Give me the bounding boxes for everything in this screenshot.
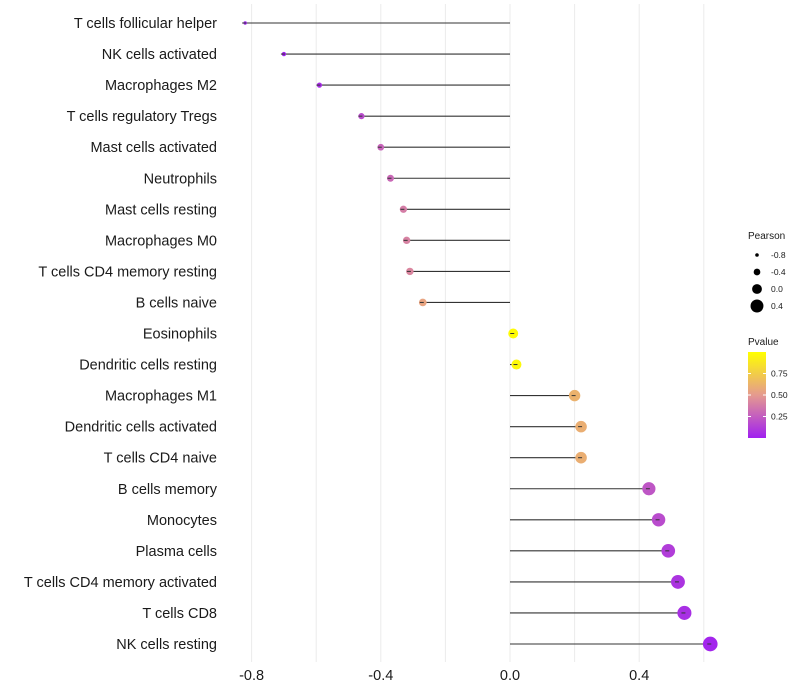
- category-label: B cells naive: [136, 295, 217, 311]
- category-label: Dendritic cells activated: [65, 420, 217, 436]
- category-label: Macrophages M2: [105, 78, 217, 94]
- category-label: T cells CD4 memory activated: [24, 575, 217, 591]
- legend-size-dot: [750, 299, 764, 313]
- category-label: Eosinophils: [143, 327, 217, 343]
- legend-pearson: Pearson -0.8 -0.4 0.0 0.4: [748, 231, 786, 313]
- legend-size-dot: [752, 284, 762, 294]
- legend-size-dot: [753, 268, 761, 276]
- grid-lines: [251, 4, 705, 662]
- legend-color-bar: [748, 352, 766, 438]
- legend-size-label: 0.4: [771, 301, 783, 311]
- legend-pvalue: Pvalue 0.75 0.50 0.25: [748, 337, 788, 438]
- category-label: Plasma cells: [136, 544, 217, 560]
- legend-size-label: 0.0: [771, 284, 783, 294]
- category-label: Mast cells activated: [90, 140, 217, 156]
- data-points: [242, 21, 718, 652]
- category-label: Monocytes: [147, 513, 217, 529]
- category-label: T cells follicular helper: [74, 16, 217, 32]
- category-label: T cells CD4 naive: [104, 451, 217, 467]
- category-label: Macrophages M1: [105, 389, 217, 405]
- category-label: Neutrophils: [144, 171, 217, 187]
- x-tick-label: 0.4: [629, 668, 649, 684]
- category-label: NK cells activated: [102, 47, 217, 63]
- category-label: Mast cells resting: [105, 202, 217, 218]
- category-label: Dendritic cells resting: [79, 358, 217, 374]
- legend-pvalue-title: Pvalue: [748, 337, 779, 348]
- x-tick-label: -0.4: [368, 668, 393, 684]
- x-tick-label: 0.0: [500, 668, 520, 684]
- legend-pearson-title: Pearson: [748, 231, 785, 242]
- category-label: B cells memory: [118, 482, 218, 498]
- category-label: NK cells resting: [116, 637, 217, 653]
- category-labels: T cells follicular helper NK cells activa…: [24, 16, 218, 653]
- legend-size-label: -0.4: [771, 267, 786, 277]
- legend-color-label: 0.75: [771, 369, 788, 379]
- legend-color-label: 0.25: [771, 412, 788, 422]
- stems: [245, 22, 711, 645]
- x-axis-ticks: -0.8 -0.4 0.0 0.4: [239, 668, 649, 684]
- category-label: T cells CD4 memory resting: [38, 264, 217, 280]
- legend-size-dot: [755, 253, 759, 257]
- category-label: T cells regulatory Tregs: [67, 109, 217, 125]
- category-label: Macrophages M0: [105, 233, 217, 249]
- legend-color-label: 0.50: [771, 390, 788, 400]
- legend-size-label: -0.8: [771, 250, 786, 260]
- x-tick-label: -0.8: [239, 668, 264, 684]
- category-label: T cells CD8: [142, 606, 217, 622]
